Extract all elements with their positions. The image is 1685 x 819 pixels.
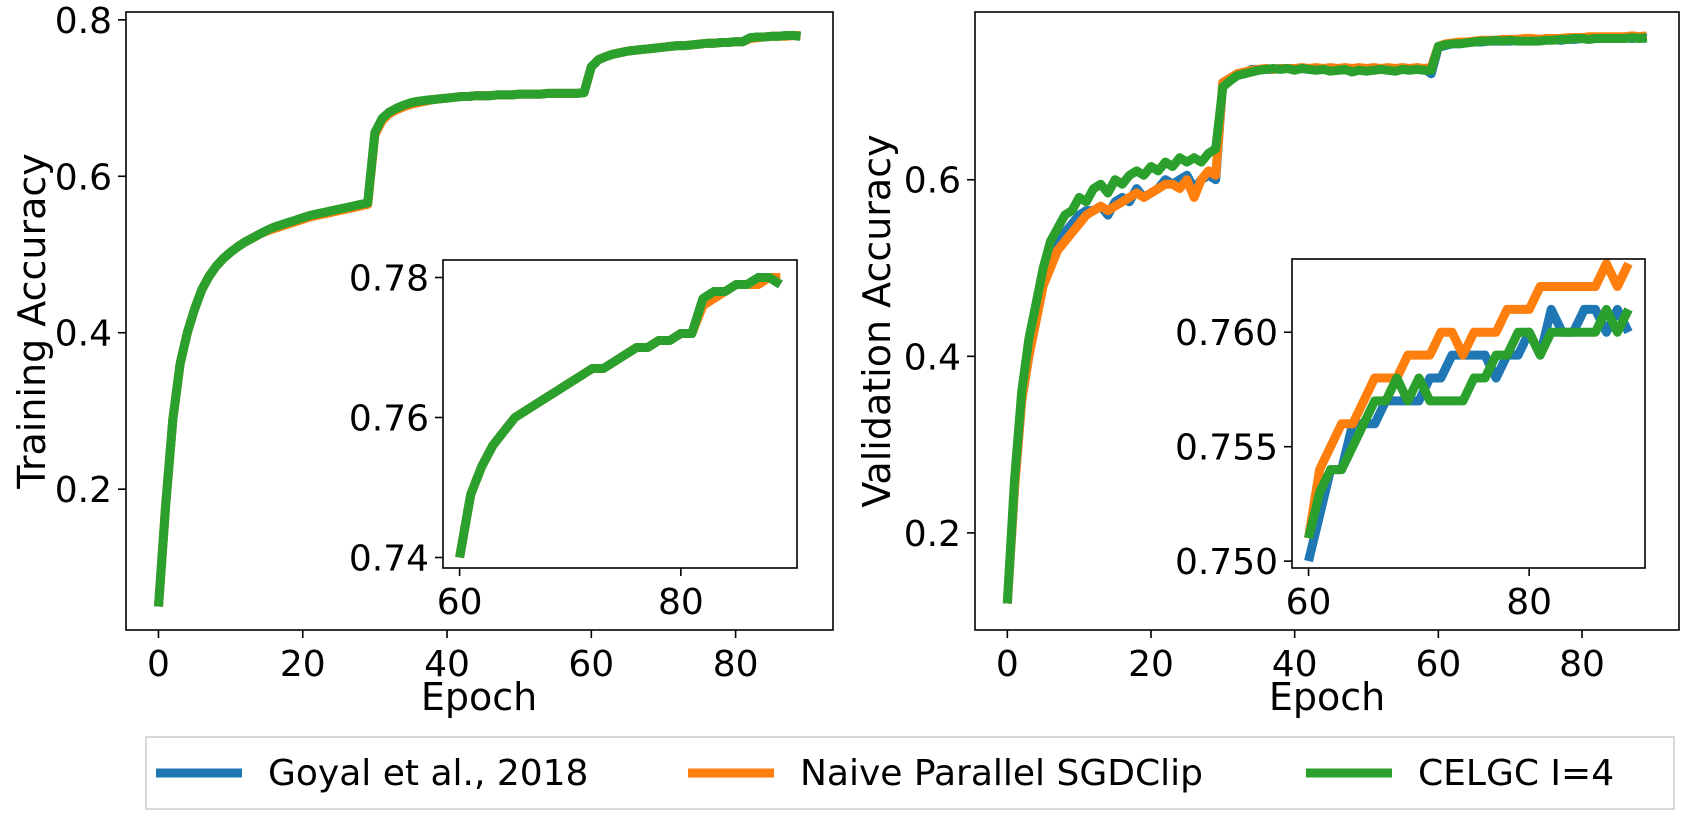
- validation-main-x-tick-label: 20: [1128, 644, 1174, 685]
- validation-main-frame: [974, 11, 1680, 631]
- legend-frame: [145, 736, 1675, 810]
- validation-main-series-group: [1002, 31, 1648, 604]
- training-inset-y-tick-label: 0.78: [349, 259, 429, 300]
- validation-main-x-tick-label: 80: [1559, 644, 1605, 685]
- training-inset-plot-background: [443, 260, 797, 568]
- validation-inset-y-tick-label: 0.755: [1175, 428, 1278, 469]
- validation-inset-series-line-2: [1304, 259, 1633, 539]
- training-inset-series-group: [455, 273, 783, 559]
- training-main-x-tick-label: 0: [147, 644, 170, 685]
- training-x-axis-title: Epoch: [421, 675, 537, 719]
- training-y-axis-title: Training Accuracy: [10, 153, 54, 490]
- training-main-y-tick-label: 0.4: [55, 314, 112, 355]
- legend-label-celgc: CELGC I=4: [1418, 753, 1614, 794]
- training-inset-x-tick-label: 80: [658, 582, 704, 623]
- training-main-series-group: [154, 31, 801, 607]
- legend-label-goyal: Goyal et al., 2018: [268, 753, 588, 794]
- validation-main-x-tick-label: 0: [996, 644, 1019, 685]
- validation-main-x-tick-label: 60: [1415, 644, 1461, 685]
- validation-inset-x-tick-label: 60: [1286, 582, 1332, 623]
- training-inset-y-tick-label: 0.74: [349, 539, 429, 580]
- training-inset-y-tick-label: 0.76: [349, 399, 429, 440]
- training-main-frame: [125, 11, 834, 631]
- validation-inset-x-tick-label: 80: [1506, 582, 1552, 623]
- legend: Goyal et al., 2018 Naive Parallel SGDCli…: [145, 736, 1675, 810]
- validation-inset-series-group: [1304, 259, 1633, 563]
- validation-inset-series-line-3: [1304, 304, 1633, 540]
- validation-main-y-tick-label: 0.6: [904, 161, 961, 202]
- training-inset-x-tick-label: 60: [437, 582, 483, 623]
- training-main-x-tick-label: 40: [424, 644, 470, 685]
- training-inset-frame: [442, 259, 798, 569]
- validation-y-axis-title: Validation Accuracy: [855, 134, 899, 507]
- validation-x-axis-title: Epoch: [1269, 675, 1385, 719]
- training-accuracy-chart: 0 20 40 60 80 0.2 0.4 0.6 0.8 Training Accuracy Ep…: [10, 1, 834, 719]
- training-main-x-tick-label: 80: [713, 644, 759, 685]
- validation-inset: 60 80 0.750 0.755 0.760: [1175, 258, 1646, 623]
- validation-main-y-tick-label: 0.2: [904, 514, 961, 555]
- training-inset-series-line-3: [455, 273, 783, 559]
- validation-main-y-tick-label: 0.4: [904, 337, 961, 378]
- training-main-y-tick-label: 0.2: [55, 470, 112, 511]
- training-main-series-line-3: [154, 31, 801, 607]
- training-main-y-tick-label: 0.8: [55, 1, 112, 42]
- training-main-x-tick-label: 60: [568, 644, 614, 685]
- validation-inset-y-tick-label: 0.750: [1175, 542, 1278, 583]
- training-inset: 60 80 0.74 0.76 0.78: [349, 259, 798, 623]
- legend-label-naive-parallel: Naive Parallel SGDClip: [800, 753, 1203, 794]
- training-main-y-tick-label: 0.6: [55, 157, 112, 198]
- training-main-x-tick-label: 20: [280, 644, 326, 685]
- validation-inset-y-tick-label: 0.760: [1175, 313, 1278, 354]
- validation-main-series-line-3: [1002, 33, 1648, 604]
- validation-main-x-tick-label: 40: [1272, 644, 1318, 685]
- validation-inset-frame: [1291, 258, 1646, 569]
